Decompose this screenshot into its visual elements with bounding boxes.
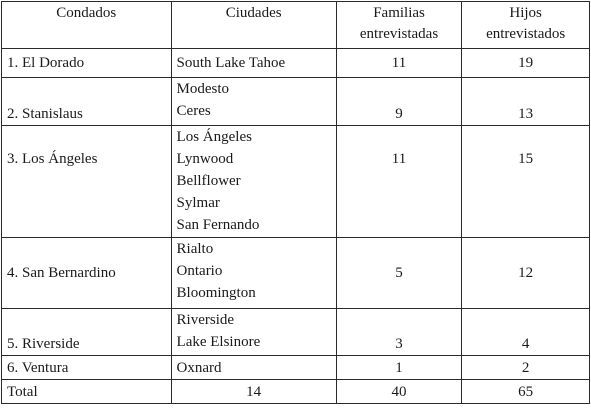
families-cell: 11 bbox=[335, 48, 463, 78]
city-name: Oxnard bbox=[176, 359, 222, 376]
header-hijos-line2: entrevistados bbox=[486, 26, 566, 42]
city-name: Rialto bbox=[176, 241, 214, 257]
children-cell: 13 bbox=[461, 77, 590, 126]
children-cell: 15 bbox=[461, 125, 590, 238]
families-cell: 3 bbox=[335, 308, 463, 356]
cities-cell: Modesto Ceres bbox=[170, 77, 337, 126]
city-name: Ceres bbox=[176, 103, 211, 119]
table-row: 5. Riverside Riverside Lake Elsinore 3 4 bbox=[1, 308, 590, 356]
table-row: 1. El Dorado South Lake Tahoe 11 19 bbox=[1, 48, 590, 78]
total-children: 65 bbox=[461, 379, 590, 404]
header-row: Condados Ciudades Familias entrevistadas… bbox=[1, 1, 590, 49]
city-name: Los Ángeles bbox=[176, 129, 252, 145]
families-cell: 1 bbox=[335, 355, 463, 380]
city-name: Bellflower bbox=[176, 173, 241, 189]
children-cell: 12 bbox=[461, 237, 590, 309]
header-familias: Familias entrevistadas bbox=[335, 1, 463, 49]
total-families: 40 bbox=[335, 379, 463, 404]
table-row: 4. San Bernardino Rialto Ontario Bloomin… bbox=[1, 237, 590, 309]
county-cell: 6. Ventura bbox=[1, 355, 172, 380]
county-cell: 1. El Dorado bbox=[1, 48, 172, 78]
cities-cell: Riverside Lake Elsinore bbox=[170, 308, 337, 356]
city-name: South Lake Tahoe bbox=[176, 55, 286, 71]
table-row: 6. Ventura Oxnard 1 2 bbox=[1, 355, 590, 380]
children-cell: 19 bbox=[461, 48, 590, 78]
city-name: Bloomington bbox=[176, 285, 256, 301]
city-name: Lake Elsinore bbox=[176, 334, 261, 350]
families-cell: 11 bbox=[335, 125, 463, 238]
total-label: Total bbox=[1, 379, 172, 404]
families-cell: 9 bbox=[335, 77, 463, 126]
city-name: Ontario bbox=[176, 263, 223, 279]
header-ciudades: Ciudades bbox=[170, 1, 337, 49]
families-cell: 5 bbox=[335, 237, 463, 309]
cities-cell: Los Ángeles Lynwood Bellflower Sylmar Sa… bbox=[170, 125, 337, 238]
header-condados: Condados bbox=[1, 1, 172, 49]
header-hijos: Hijos entrevistados bbox=[461, 1, 590, 49]
city-name: Riverside bbox=[176, 312, 235, 328]
county-cell: 2. Stanislaus bbox=[1, 77, 172, 126]
header-familias-line2: entrevistadas bbox=[359, 26, 439, 42]
total-row: Total 14 40 65 bbox=[1, 379, 590, 404]
total-cities: 14 bbox=[170, 379, 337, 404]
header-hijos-line1: Hijos bbox=[509, 5, 542, 21]
city-name: Lynwood bbox=[176, 151, 234, 167]
children-cell: 2 bbox=[461, 355, 590, 380]
city-name: San Fernando bbox=[176, 217, 260, 233]
county-cell: 3. Los Ángeles bbox=[1, 125, 172, 238]
table-row: 2. Stanislaus Modesto Ceres 9 13 bbox=[1, 77, 590, 126]
county-cell: 4. San Bernardino bbox=[1, 237, 172, 309]
county-cell: 5. Riverside bbox=[1, 308, 172, 356]
cities-cell: South Lake Tahoe bbox=[170, 48, 337, 78]
children-cell: 4 bbox=[461, 308, 590, 356]
cities-cell: Rialto Ontario Bloomington bbox=[170, 237, 337, 309]
cities-cell: Oxnard bbox=[170, 355, 337, 380]
city-name: Sylmar bbox=[176, 195, 220, 211]
header-familias-line1: Familias bbox=[373, 5, 425, 21]
city-name: Modesto bbox=[176, 81, 230, 97]
table-row: 3. Los Ángeles Los Ángeles Lynwood Bellf… bbox=[1, 125, 590, 238]
